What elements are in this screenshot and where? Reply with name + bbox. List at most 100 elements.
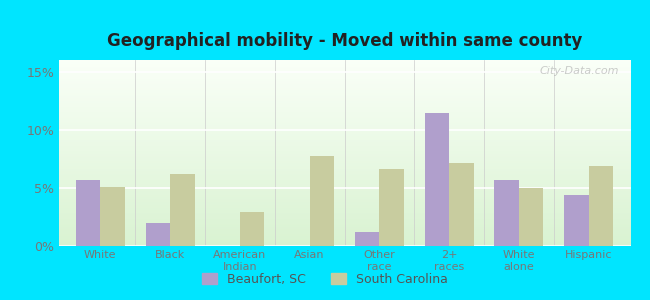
Bar [58,151,630,152]
Legend: Beaufort, SC, South Carolina: Beaufort, SC, South Carolina [197,268,453,291]
Bar [58,158,630,159]
Bar [58,160,630,161]
Bar [58,203,630,204]
Bar [58,142,630,143]
Bar [58,127,630,128]
Bar [58,136,630,137]
Bar [58,97,630,98]
Bar [58,215,630,216]
Bar [58,91,630,92]
Bar [58,212,630,214]
Bar [519,188,543,246]
Bar [58,242,630,243]
Bar [58,122,630,123]
Bar [58,105,630,106]
Bar [58,60,630,61]
Bar [58,170,630,171]
Bar [58,146,630,147]
Bar [58,133,630,134]
Bar [58,159,630,160]
Bar [58,83,630,84]
Bar [58,84,630,85]
Bar [58,197,630,198]
Bar [58,120,630,122]
Bar [58,164,630,165]
Bar [58,156,630,157]
Bar [58,111,630,112]
Bar [58,219,630,220]
Bar [58,208,630,209]
Bar [146,223,170,246]
Bar [58,231,630,232]
Bar [58,144,630,145]
Bar [380,169,404,246]
Bar [58,137,630,138]
Bar [564,195,589,246]
Bar [58,188,630,189]
Bar [58,138,630,139]
Bar [58,184,630,185]
Bar [58,81,630,82]
Bar [58,131,630,132]
Bar [58,198,630,199]
Bar [58,143,630,144]
Bar [58,222,630,223]
Bar [58,72,630,73]
Bar [58,92,630,94]
Bar [58,99,630,100]
Bar [58,174,630,175]
Bar [58,115,630,116]
Bar [58,210,630,211]
Bar [58,193,630,194]
Bar [58,185,630,187]
Bar [58,169,630,170]
Bar [58,165,630,166]
Bar [58,227,630,228]
Bar [58,199,630,200]
Bar [449,164,474,246]
Bar [58,71,630,72]
Bar [58,241,630,242]
Bar [58,119,630,120]
Bar [58,206,630,207]
Bar [58,200,630,201]
Bar [58,218,630,219]
Bar [58,204,630,205]
Bar [58,139,630,140]
Bar [58,77,630,78]
Bar [58,216,630,217]
Text: City-Data.com: City-Data.com [540,66,619,76]
Bar [58,187,630,188]
Bar [58,88,630,89]
Bar [495,180,519,246]
Bar [58,134,630,135]
Bar [58,168,630,169]
Bar [58,244,630,245]
Bar [58,245,630,246]
Bar [58,178,630,179]
Bar [58,154,630,155]
Bar [58,64,630,66]
Bar [58,100,630,101]
Bar [58,190,630,191]
Bar [58,116,630,117]
Bar [58,94,630,95]
Bar [58,160,630,161]
Bar [58,228,630,229]
Bar [58,78,630,79]
Bar [58,175,630,176]
Bar [58,80,630,81]
Bar [58,147,630,148]
Bar [58,150,630,151]
Bar [58,229,630,230]
Bar [58,209,630,210]
Bar [58,117,630,118]
Bar [589,166,613,246]
Bar [58,189,630,190]
Bar [58,221,630,222]
Bar [58,95,630,96]
Bar [58,149,630,150]
Bar [58,113,630,114]
Bar [58,82,630,83]
Bar [58,124,630,125]
